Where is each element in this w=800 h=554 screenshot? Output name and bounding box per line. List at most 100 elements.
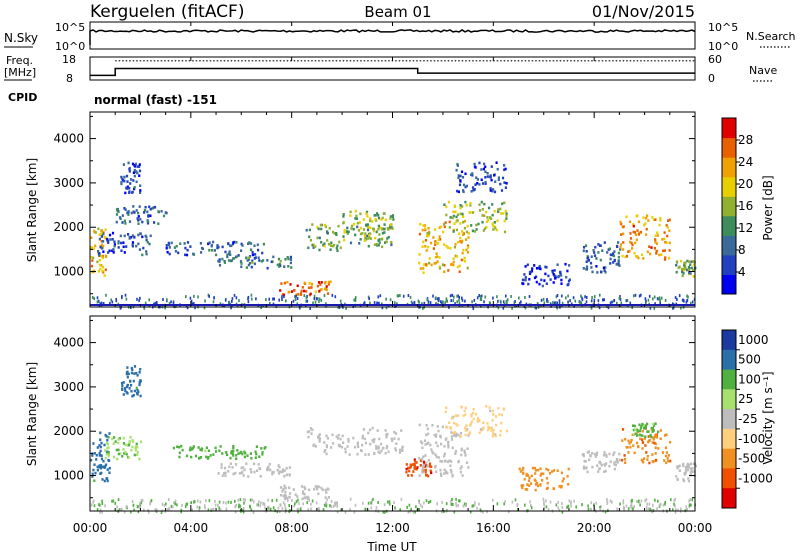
power-echo-cell — [501, 202, 504, 206]
velocity-noise-cell — [207, 508, 210, 512]
power-echo-cell — [651, 216, 654, 219]
velocity-noise-cell — [568, 499, 571, 503]
velocity-echo-cell — [424, 454, 427, 457]
power-echo-cell — [435, 241, 438, 245]
power-echo-cell — [343, 238, 346, 242]
velocity-echo-cell — [534, 469, 537, 472]
power-echo-cell — [587, 256, 590, 260]
power-echo-cell — [665, 241, 668, 244]
velocity-echo-cell — [629, 445, 632, 449]
velocity-echo-cell — [431, 450, 434, 454]
velocity-noise-cell — [406, 505, 408, 509]
power-echo-cell — [433, 262, 436, 265]
power-echo-cell — [216, 246, 219, 250]
power-echo-cell — [133, 235, 136, 239]
power-echo-cell — [655, 252, 658, 255]
velocity-echo-cell — [470, 413, 473, 416]
velocity-noise-cell — [112, 499, 115, 503]
velocity-noise-cell — [627, 507, 630, 511]
velocity-echo-cell — [482, 426, 485, 429]
power-colorbar-segment — [722, 118, 736, 139]
power-echo-cell — [447, 269, 450, 272]
power-echo-cell — [477, 222, 480, 226]
velocity-noise-cell — [648, 502, 651, 506]
power-echo-cell — [300, 292, 303, 295]
power-echo-cell — [457, 190, 460, 194]
power-noise-cell — [168, 302, 171, 305]
power-echo-cell — [659, 216, 662, 220]
power-noise-cell — [625, 299, 628, 303]
velocity-noise-cell — [170, 504, 173, 508]
power-echo-cell — [290, 290, 294, 293]
velocity-echo-cell — [138, 457, 141, 461]
velocity-echo-cell — [242, 474, 245, 477]
velocity-noise-cell — [168, 507, 171, 511]
velocity-echo-cell — [104, 463, 108, 467]
power-noise-cell — [395, 304, 397, 308]
velocity-echo-cell — [231, 466, 234, 469]
power-echo-cell — [635, 255, 638, 258]
velocity-echo-cell — [285, 497, 289, 500]
power-echo-cell — [112, 251, 115, 254]
velocity-echo-cell — [135, 386, 138, 390]
power-echo-cell — [524, 278, 527, 282]
power-echo-cell — [260, 260, 263, 263]
velocity-echo-cell — [96, 446, 99, 449]
power-echo-cell — [128, 237, 131, 240]
velocity-echo-cell — [490, 429, 493, 432]
velocity-echo-cell — [178, 445, 181, 449]
velocity-echo-cell — [646, 458, 649, 461]
power-echo-cell — [627, 250, 630, 253]
velocity-colorbar-tick-label: -1000 — [738, 471, 773, 485]
velocity-echo-cell — [373, 451, 376, 455]
velocity-noise-cell — [296, 508, 299, 512]
power-echo-cell — [660, 253, 663, 256]
velocity-noise-cell — [218, 506, 220, 510]
velocity-echo-cell — [646, 430, 649, 433]
power-echo-cell — [227, 259, 231, 262]
power-colorbar-segment — [722, 196, 736, 217]
velocity-echo-cell — [236, 449, 239, 452]
power-echo-cell — [147, 215, 150, 218]
power-echo-cell — [354, 209, 357, 213]
power-echo-cell — [585, 268, 588, 271]
power-echo-cell — [245, 256, 248, 260]
power-echo-cell — [153, 221, 156, 224]
velocity-noise-cell — [570, 504, 572, 508]
power-noise-cell — [542, 297, 545, 301]
velocity-echo-cell — [139, 394, 142, 398]
power-echo-cell — [604, 271, 607, 274]
velocity-echo-cell — [125, 391, 128, 394]
velocity-echo-cell — [106, 442, 109, 446]
power-echo-cell — [251, 259, 254, 263]
velocity-echo-cell — [107, 446, 110, 449]
power-echo-cell — [678, 265, 681, 269]
velocity-noise-cell — [421, 505, 424, 509]
velocity-noise-cell — [557, 506, 559, 510]
power-noise-cell — [423, 301, 426, 305]
power-echo-cell — [136, 171, 139, 175]
velocity-echo-cell — [683, 472, 686, 475]
velocity-noise-cell — [543, 500, 545, 504]
power-echo-cell — [317, 281, 321, 284]
power-echo-cell — [559, 270, 562, 274]
velocity-echo-cell — [104, 449, 107, 452]
velocity-echo-cell — [384, 452, 387, 455]
velocity-echo-cell — [204, 449, 207, 453]
power-echo-cell — [654, 241, 657, 244]
power-noise-cell — [172, 301, 175, 305]
velocity-echo-cell — [397, 437, 400, 441]
velocity-noise-cell — [690, 503, 692, 507]
velocity-echo-cell — [447, 445, 450, 449]
velocity-echo-cell — [122, 448, 125, 451]
velocity-noise-cell — [302, 502, 304, 506]
power-noise-cell — [294, 298, 297, 301]
power-echo-cell — [92, 256, 95, 260]
power-echo-cell — [459, 236, 462, 240]
velocity-noise-cell — [234, 505, 236, 509]
velocity-echo-cell — [500, 413, 504, 417]
velocity-echo-cell — [469, 422, 472, 425]
power-echo-cell — [688, 271, 691, 275]
power-echo-cell — [461, 205, 464, 208]
power-echo-cell — [316, 236, 319, 240]
